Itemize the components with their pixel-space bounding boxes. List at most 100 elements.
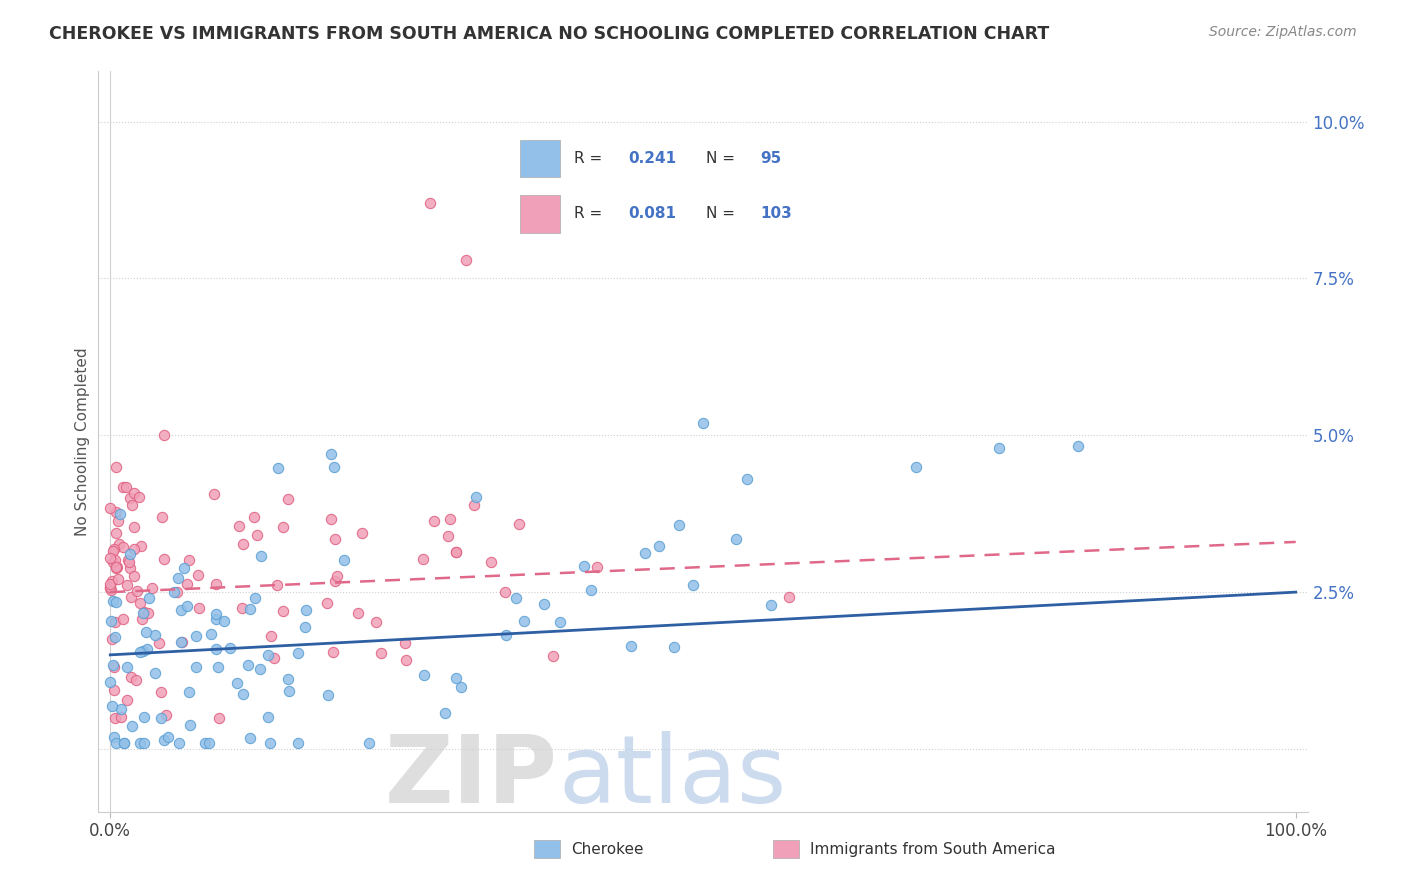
Point [333, 553, 356, 567]
Point [412, 552, 434, 566]
Point [167, 571, 190, 585]
Point [101, 658, 124, 673]
Point [112, 540, 135, 554]
Point [256, 648, 278, 662]
Point [103, 594, 125, 608]
Point [905, 459, 928, 474]
Point [205, 607, 228, 621]
Point [323, 460, 346, 475]
Point [225, 676, 247, 690]
Point [104, 553, 127, 567]
Point [170, 635, 193, 649]
Point [117, 693, 139, 707]
Point [104, 595, 127, 609]
Point [239, 731, 262, 746]
Point [100, 581, 122, 595]
Point [108, 537, 131, 551]
Point [108, 507, 131, 521]
Point [204, 612, 226, 626]
Point [122, 569, 145, 583]
Point [101, 574, 124, 589]
Point [232, 537, 254, 551]
Point [152, 428, 174, 442]
Point [450, 680, 472, 694]
Point [194, 736, 217, 750]
Point [495, 628, 517, 642]
Point [155, 708, 177, 723]
Point [169, 736, 191, 750]
Point [205, 642, 228, 657]
Point [202, 487, 225, 501]
Point [115, 480, 138, 494]
Point [134, 710, 156, 724]
Point [249, 549, 271, 563]
Point [114, 736, 136, 750]
Point [277, 492, 299, 507]
Point [263, 651, 285, 665]
Point [121, 719, 143, 733]
Point [394, 636, 416, 650]
Point [129, 736, 152, 750]
Point [170, 635, 193, 649]
Point [128, 596, 150, 610]
Point [112, 612, 135, 626]
Point [179, 553, 201, 567]
Text: Cherokee: Cherokee [571, 842, 644, 856]
Point [148, 636, 170, 650]
Point [236, 657, 259, 672]
Point [135, 625, 157, 640]
Point [243, 509, 266, 524]
Point [437, 529, 460, 543]
Point [104, 460, 127, 475]
Point [249, 662, 271, 676]
Point [173, 561, 195, 575]
Point [104, 736, 127, 750]
Point [579, 582, 602, 597]
Point [122, 486, 145, 500]
Point [166, 584, 188, 599]
Point [505, 591, 527, 606]
Point [125, 673, 148, 687]
Point [423, 515, 446, 529]
Point [104, 559, 127, 574]
Point [232, 687, 254, 701]
Point [464, 491, 486, 505]
Point [100, 614, 122, 628]
Point [412, 668, 434, 682]
Point [267, 461, 290, 475]
Bar [534, 840, 560, 858]
Point [132, 643, 155, 657]
Point [228, 519, 250, 533]
Point [132, 736, 155, 750]
Point [648, 539, 671, 553]
Point [454, 252, 477, 267]
Point [132, 606, 155, 620]
Point [104, 630, 127, 644]
Text: Immigrants from South America: Immigrants from South America [810, 842, 1056, 856]
Point [207, 660, 229, 674]
Point [198, 736, 221, 750]
Point [100, 582, 122, 597]
Point [104, 710, 127, 724]
Point [219, 641, 242, 656]
Point [103, 682, 125, 697]
Point [446, 671, 468, 685]
Point [239, 602, 262, 616]
Point [122, 541, 145, 556]
Point [395, 653, 418, 667]
Point [121, 498, 143, 512]
Point [105, 560, 128, 574]
Point [143, 628, 166, 642]
Point [125, 584, 148, 599]
Point [682, 578, 704, 592]
Point [129, 540, 152, 554]
Point [100, 632, 122, 646]
Point [118, 561, 141, 575]
Point [352, 526, 374, 541]
Point [103, 660, 125, 674]
Point [120, 670, 142, 684]
Point [110, 710, 132, 724]
Point [141, 581, 163, 595]
Point [187, 567, 209, 582]
Point [176, 577, 198, 591]
